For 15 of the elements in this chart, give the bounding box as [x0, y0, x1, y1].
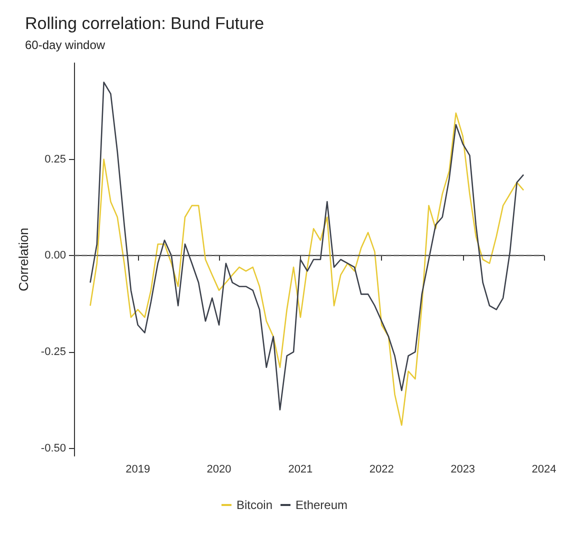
y-tick-label: -0.25 [40, 346, 66, 358]
x-tick-label: 2023 [450, 464, 476, 476]
x-tick-label: 2024 [532, 464, 556, 476]
legend-label: Bitcoin [236, 498, 273, 512]
y-tick-label: 0.00 [44, 250, 66, 262]
y-tick-label: -0.50 [40, 442, 66, 454]
chart-subtitle: 60-day window [25, 38, 106, 52]
legend-label: Ethereum [295, 498, 348, 512]
chart-title: Rolling correlation: Bund Future [25, 14, 264, 33]
x-tick-label: 2021 [288, 464, 313, 476]
x-tick-label: 2020 [206, 464, 232, 476]
x-tick-label: 2022 [369, 464, 394, 476]
x-tick-label: 2019 [126, 464, 150, 476]
y-axis-title: Correlation [16, 228, 31, 292]
y-tick-label: 0.25 [44, 153, 66, 166]
